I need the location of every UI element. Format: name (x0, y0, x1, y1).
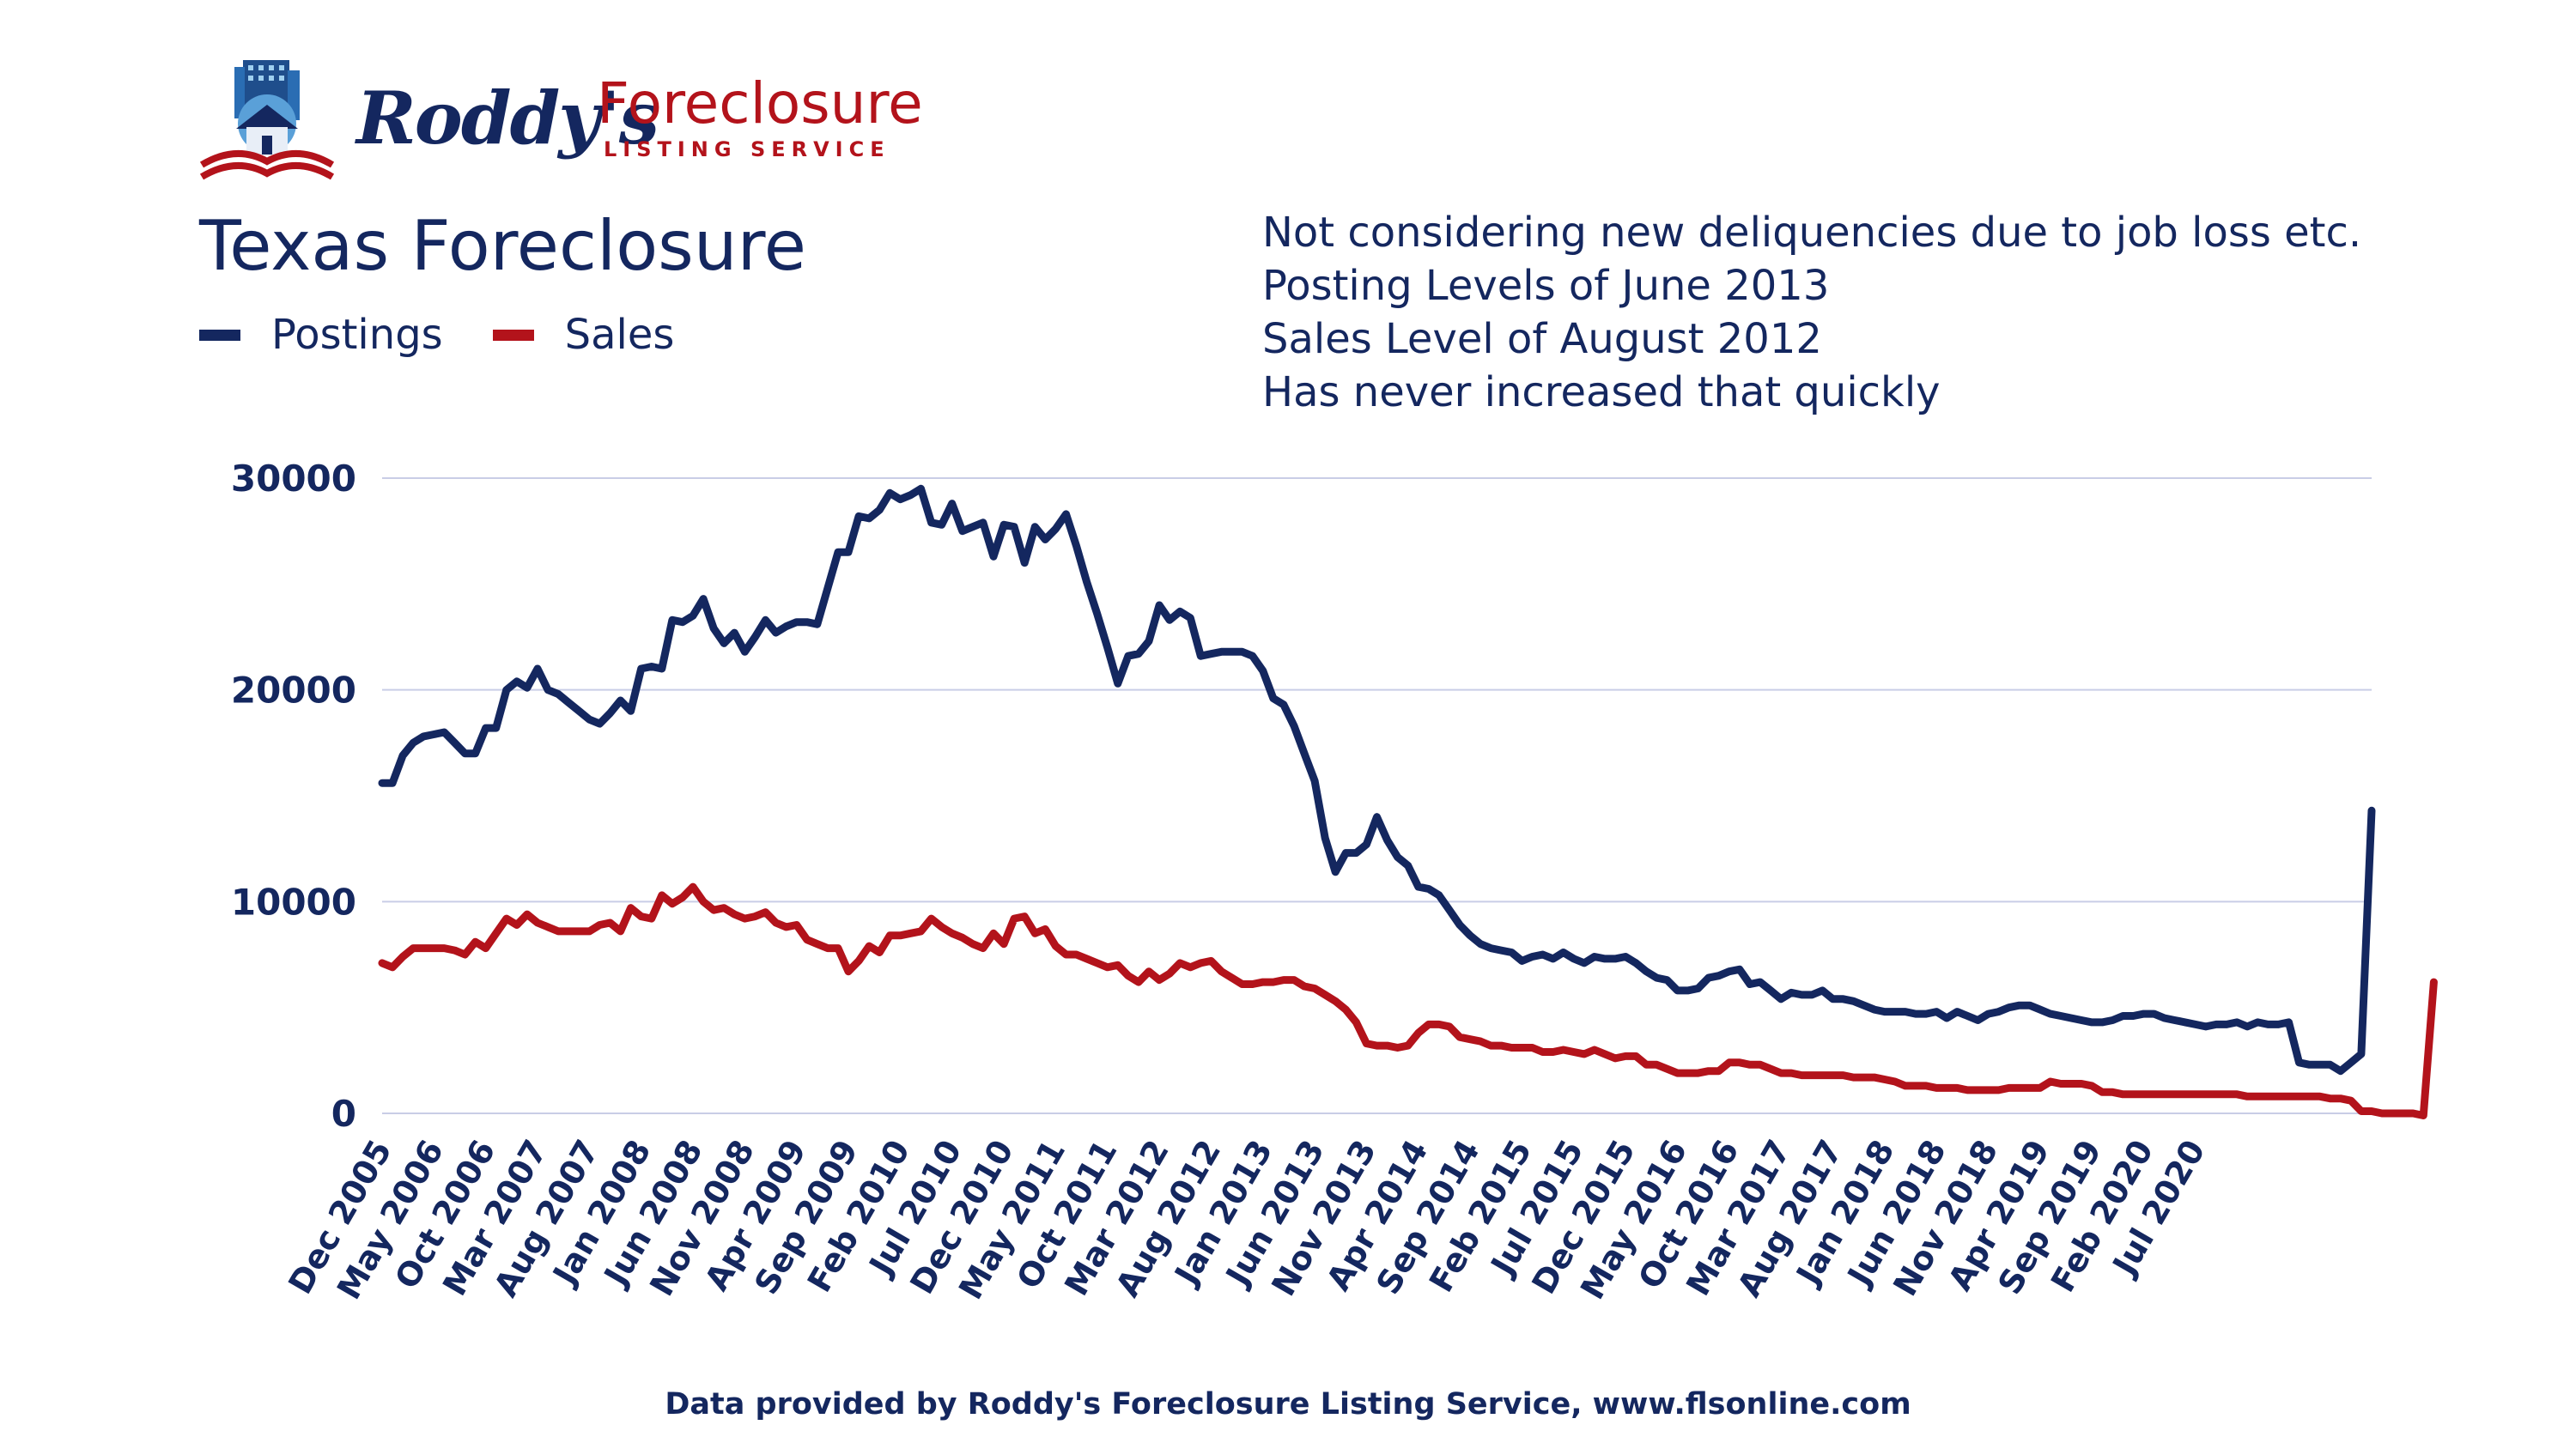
legend-swatch-postings (199, 329, 240, 341)
legend-label-sales: Sales (564, 311, 675, 359)
legend-item-sales: Sales (492, 311, 675, 359)
building-book-logo-icon (199, 60, 335, 180)
y-axis: 0 10000 20000 30000 (231, 458, 356, 1135)
logo-tagline: LISTING SERVICE (604, 137, 890, 161)
logo-name: Roddy's (356, 76, 659, 161)
footer-credit: Data provided by Roddy's Foreclosure Lis… (665, 1387, 1911, 1422)
logo: Roddy's Foreclosure LISTING SERVICE (193, 52, 932, 197)
note-line: Has never increased that quickly (1262, 368, 1941, 416)
series-lines (378, 484, 2438, 1119)
note-line: Not considering new deliquencies due to … (1262, 209, 2362, 257)
series-line-postings (378, 484, 2376, 1076)
note-line: Sales Level of August 2012 (1262, 315, 1822, 363)
y-tick-label: 30000 (231, 458, 356, 500)
y-tick-label: 0 (331, 1093, 356, 1135)
legend: Postings Sales (199, 309, 724, 361)
logo-brand: Foreclosure (597, 70, 923, 136)
chart-title: Texas Foreclosure (199, 206, 806, 286)
series-line-sales (378, 882, 2438, 1119)
legend-item-postings: Postings (199, 311, 443, 359)
gridlines (382, 477, 2372, 1114)
y-tick-label: 20000 (231, 670, 356, 712)
legend-swatch-sales (492, 329, 534, 341)
y-tick-label: 10000 (231, 881, 356, 923)
legend-label-postings: Postings (271, 311, 443, 359)
note-line: Posting Levels of June 2013 (1262, 262, 1830, 310)
annotation-notes: Not considering new deliquencies due to … (1262, 206, 2361, 419)
